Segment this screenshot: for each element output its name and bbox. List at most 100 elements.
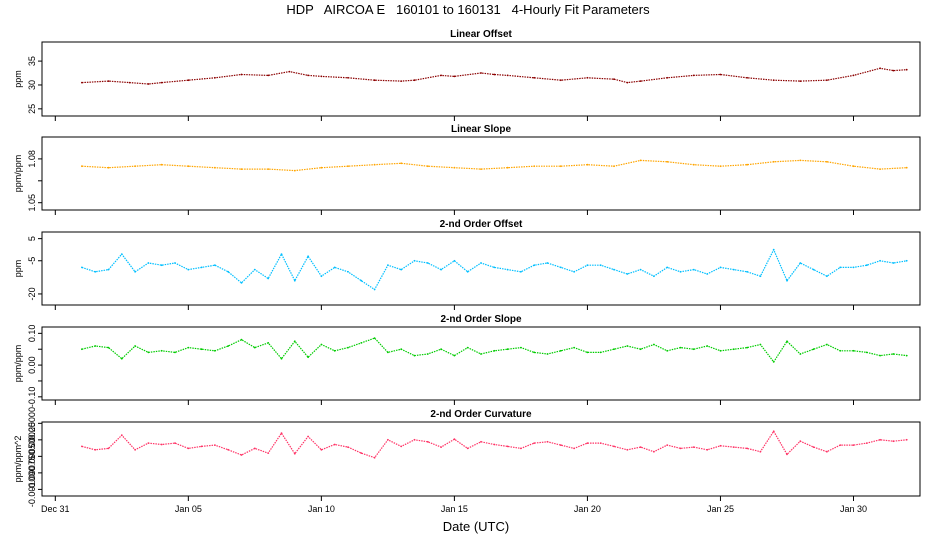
data-point (546, 262, 549, 264)
data-point (573, 346, 575, 349)
data-point (786, 340, 788, 343)
data-point (692, 446, 695, 448)
data-point (107, 268, 110, 271)
data-point (107, 166, 110, 169)
data-point (440, 74, 442, 77)
data-point (107, 346, 110, 349)
panel-2: Linear Slope ppm/ppm 1.05 1.08 (13, 124, 921, 215)
data-point (280, 357, 283, 360)
data-point (293, 452, 296, 455)
data-point (373, 163, 376, 166)
data-point (852, 266, 855, 269)
y-tick-label: 1.08 (27, 150, 37, 168)
data-point (320, 75, 323, 78)
data-point (732, 348, 735, 351)
data-point (812, 348, 815, 351)
data-point (759, 450, 762, 453)
data-point (812, 268, 815, 271)
x-tick-label: Jan 05 (175, 504, 202, 514)
data-point (772, 430, 775, 433)
data-point (214, 76, 216, 79)
data-point (466, 346, 469, 349)
data-point (493, 349, 496, 352)
data-point (466, 270, 469, 273)
data-point (413, 354, 416, 357)
data-point (333, 349, 336, 352)
data-point (772, 361, 775, 363)
data-point (626, 273, 629, 275)
data-point (506, 445, 509, 448)
data-point (653, 275, 655, 278)
data-point (240, 168, 243, 171)
panel-title: 2-nd Order Offset (440, 219, 523, 230)
data-point (786, 279, 788, 282)
data-point (826, 275, 828, 278)
data-point (120, 434, 123, 437)
data-point (692, 268, 695, 271)
data-point (413, 438, 416, 441)
data-point (160, 163, 163, 166)
data-point (905, 354, 908, 357)
data-point (626, 448, 629, 451)
panel-5: 2-nd Order Curvatureppm/ppm^20.00000-0.0… (13, 407, 921, 514)
data-point (253, 346, 256, 349)
data-point (719, 73, 722, 76)
y-axis-label: ppm (13, 260, 23, 278)
data-point (879, 438, 881, 441)
chart-title: HDP AIRCOA E 160101 to 160131 4-Hourly F… (286, 2, 650, 17)
data-point (440, 268, 442, 271)
data-point (799, 80, 802, 82)
data-point (187, 447, 190, 450)
data-point (134, 345, 137, 347)
y-tick-label: 1.05 (27, 194, 37, 212)
data-point (559, 349, 562, 352)
data-point (94, 448, 97, 451)
data-point (559, 165, 562, 168)
data-point (293, 279, 296, 282)
data-point (772, 248, 775, 251)
data-point (426, 440, 429, 443)
data-point (852, 444, 855, 446)
data-point (373, 288, 376, 291)
data-point (240, 282, 243, 284)
data-point (333, 443, 336, 446)
data-point (865, 351, 868, 354)
data-point (586, 264, 589, 267)
data-point (613, 78, 615, 81)
y-tick-label: -0.00050 (27, 439, 37, 475)
data-point (719, 266, 722, 269)
data-point (466, 447, 469, 450)
data-point (559, 266, 562, 269)
data-point (320, 448, 323, 451)
data-point (653, 450, 655, 453)
series-line-2 (81, 159, 907, 172)
data-point (267, 168, 270, 171)
data-point (426, 165, 429, 168)
y-axis-label: ppm (13, 70, 23, 88)
data-point (639, 446, 642, 448)
data-point (440, 446, 442, 448)
data-point (347, 165, 349, 168)
data-point (160, 443, 163, 446)
data-point (586, 76, 589, 79)
data-point (666, 160, 669, 163)
data-point (746, 76, 748, 79)
panel-title: Linear Slope (451, 124, 511, 135)
data-point (546, 440, 549, 443)
x-tick-label: Jan 25 (707, 504, 734, 514)
data-point (320, 166, 323, 169)
data-point (267, 342, 270, 344)
data-point (732, 268, 735, 271)
data-point (520, 447, 522, 450)
data-point (746, 163, 748, 166)
data-point (732, 446, 735, 448)
data-point (666, 349, 669, 352)
x-tick-label: Jan 30 (840, 504, 867, 514)
data-point (905, 438, 908, 441)
data-point (493, 443, 496, 446)
data-point (160, 349, 163, 352)
data-point (426, 262, 429, 264)
data-point (333, 266, 336, 269)
data-point (81, 165, 83, 168)
data-point (214, 264, 216, 267)
